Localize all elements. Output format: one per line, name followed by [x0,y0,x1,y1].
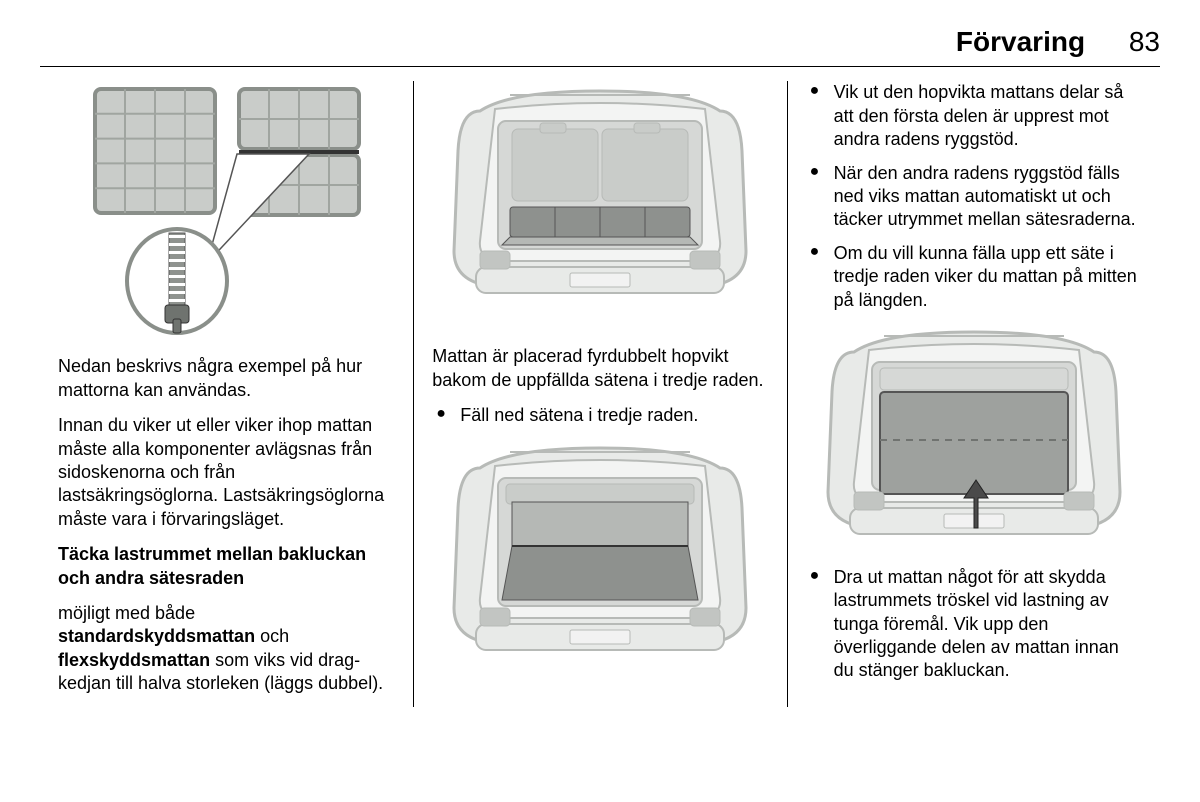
car-rear-illustration-folded [440,81,760,331]
list-item: Om du vill kunna fälla upp ett säte i tr… [806,242,1142,312]
figure-car-mat-folded [432,81,768,331]
figure-car-mat-extend [806,322,1142,552]
page-number: 83 [1129,26,1160,57]
figure-zipper-mat [58,81,395,341]
column-2: Mattan är placerad fyrdubbelt hopvikt ba… [413,81,786,707]
paragraph: Mattan är placerad fyrdubbelt hopvikt ba… [432,345,768,392]
list-item: Vik ut den hopvikta mattans delar så att… [806,81,1142,151]
bullet-list: Fäll ned sätena i tredje raden. [432,404,768,427]
column-3: Vik ut den hopvikta mattans delar så att… [787,81,1160,707]
list-item: Dra ut mattan något för att skydda lastr… [806,566,1142,683]
paragraph: möjligt med både standardskyddsmattan oc… [58,602,395,696]
list-item: När den andra radens ryggstöd fälls ned … [806,162,1142,232]
figure-car-mat-unfolded [432,438,768,688]
section-title: Förvaring [956,26,1085,57]
car-rear-illustration-unfolded [440,438,760,688]
column-1: Nedan beskrivs några exempel på hur matt… [40,81,413,707]
subheading: Täcka lastrummet mellan bakluckan och an… [58,543,395,590]
list-item: Fäll ned sätena i tredje raden. [432,404,768,427]
content-columns: Nedan beskrivs några exempel på hur matt… [40,81,1160,707]
paragraph: Nedan beskrivs några exempel på hur matt… [58,355,395,402]
bullet-list: Vik ut den hopvikta mattans delar så att… [806,81,1142,312]
bullet-list: Dra ut mattan något för att skydda lastr… [806,566,1142,683]
car-rear-illustration-extend [814,322,1134,552]
zipper-mat-illustration [77,81,377,341]
page-header: Förvaring 83 [40,24,1160,67]
paragraph: Innan du viker ut eller viker ihop matta… [58,414,395,531]
